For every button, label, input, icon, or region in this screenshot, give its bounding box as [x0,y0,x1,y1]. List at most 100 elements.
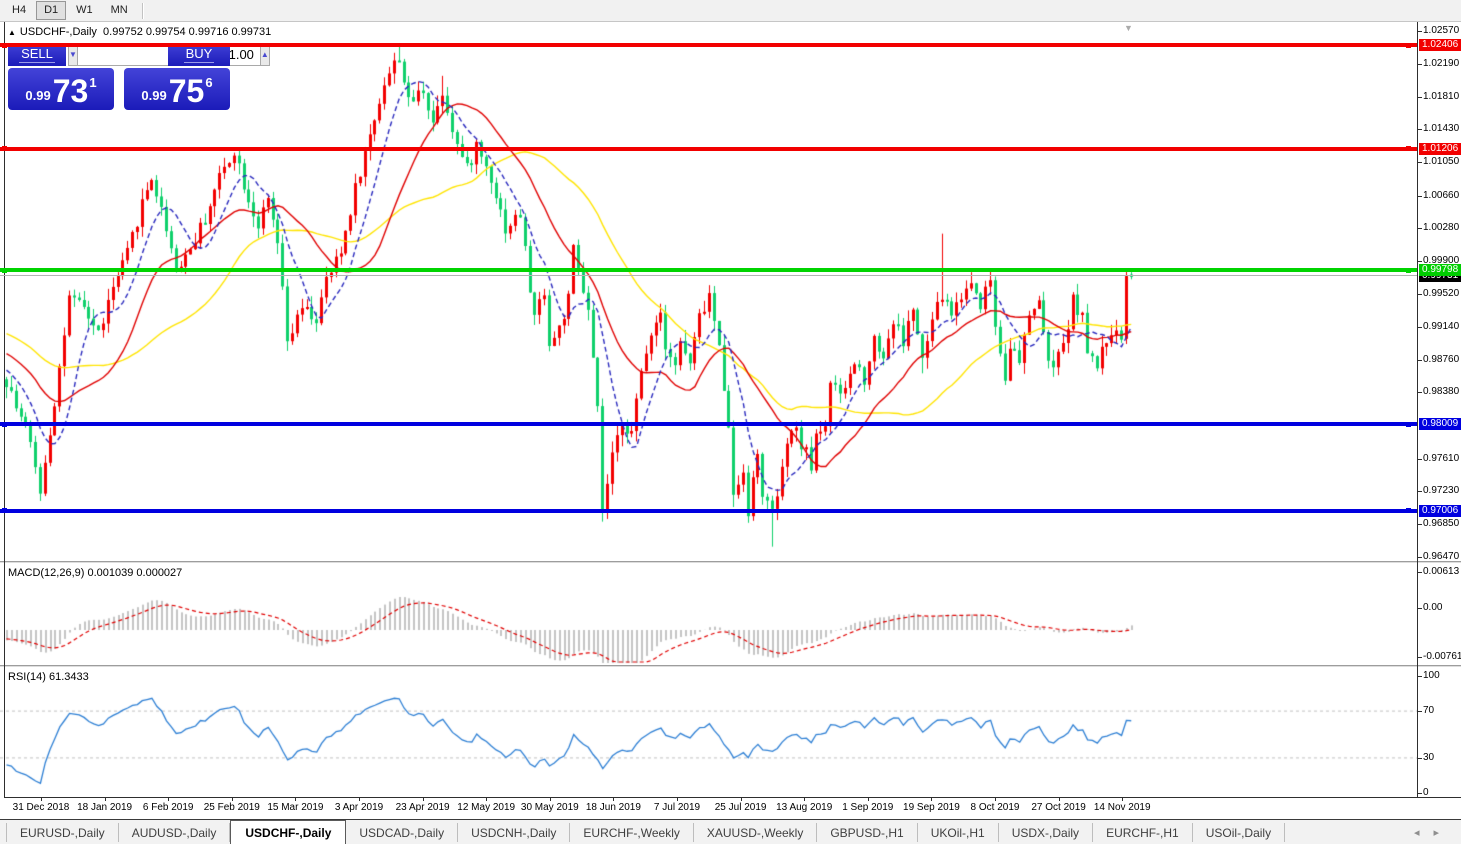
date-axis-label: 18 Jan 2019 [77,802,133,813]
macd-indicator-canvas[interactable] [0,563,1417,665]
hline-support-1[interactable] [0,422,1417,426]
chart-tab-eurchf-h1[interactable]: EURCHF-,H1 [1093,823,1193,842]
macd-axis-label: -0.007612 [1423,651,1461,662]
tab-scroll-left-icon: ◂ [1413,827,1434,839]
price-axis-label: 0.99900 [1423,255,1460,267]
sell-button[interactable]: SELL [8,43,66,66]
price-axis-label: 1.01810 [1423,90,1460,102]
date-axis-label: 18 Jun 2019 [585,802,641,813]
price-axis-label: 0.97230 [1423,485,1460,497]
chart-tab-usdcnh-daily[interactable]: USDCNH-,Daily [458,823,571,842]
chart-tab-eurchf-weekly[interactable]: EURCHF-,Weekly [570,823,694,842]
chart-tab-eurusd-daily[interactable]: EURUSD-,Daily [6,823,119,842]
macd-label: MACD(12,26,9) 0.001039 0.000027 [8,567,183,579]
chart-left-border [4,22,5,798]
hline-resistance-1-handle[interactable] [2,43,7,48]
timeframe-button-h4[interactable]: H4 [12,4,27,16]
timeframe-button-w1[interactable]: W1 [76,4,93,16]
price-badge-0.97006: 0.97006 [1419,505,1461,517]
price-axis-label: 0.99140 [1423,320,1460,332]
date-axis-label: 14 Nov 2019 [1093,802,1151,813]
hline-support-1-handle[interactable] [2,422,7,427]
one-click-trade-panel: SELL ▼ ▲ BUY 0.99 73 1 0.99 75 6 [8,43,270,110]
price-axis-tick [1418,162,1422,164]
hline-resistance-1[interactable] [0,43,1417,47]
sell-price-big: 73 [52,73,89,109]
chart-tab-audusd-daily[interactable]: AUDUSD-,Daily [119,823,231,842]
date-axis-label: 8 Oct 2019 [970,802,1020,813]
rsi-axis-label: 30 [1423,751,1435,763]
toolbar-separator [141,2,143,19]
price-axis-label: 1.02190 [1423,57,1460,69]
price-axis-label: 0.96470 [1423,551,1460,562]
price-axis-label: 1.00660 [1423,189,1460,201]
price-axis-tick [1418,228,1422,230]
price-axis-label: 0.98760 [1423,353,1460,365]
date-axis-label: 1 Sep 2019 [842,802,894,813]
rsi-axis-label: 0 [1423,787,1429,798]
chart-tab-usdcad-daily[interactable]: USDCAD-,Daily [346,823,459,842]
rsi-axis-label: 70 [1423,705,1435,717]
tab-scroll-arrows[interactable]: ◂▸ [1414,826,1453,839]
timeframe-toolbar: H4 D1 W1 MN [0,0,1461,22]
sell-price-button[interactable]: 0.99 73 1 [8,68,114,110]
rsi-label: RSI(14) 61.3433 [8,671,89,683]
price-axis-tick [1418,392,1422,394]
hline-pivot-green-handle[interactable] [1406,268,1411,273]
price-chart-canvas[interactable] [0,22,1417,561]
buy-price-sup: 6 [205,75,213,90]
hline-current-price[interactable] [0,275,1417,276]
chart-shift-marker-icon[interactable]: ▼ [1124,23,1133,33]
chart-tab-usdx-daily[interactable]: USDX-,Daily [999,823,1094,842]
chart-tab-usoil-daily[interactable]: USOil-,Daily [1193,823,1286,842]
hline-support-2-handle[interactable] [1406,508,1411,513]
hline-support-2[interactable] [0,509,1417,513]
price-axis-label: 1.01050 [1423,156,1460,168]
hline-resistance-1-handle[interactable] [1406,43,1411,48]
pane-separator[interactable] [0,665,1461,667]
chart-tab-usdchf-daily[interactable]: USDCHF-,Daily [230,820,347,844]
buy-price-button[interactable]: 0.99 75 6 [124,68,230,110]
rsi-axis-label: 100 [1423,670,1440,681]
tab-scroll-right-icon: ▸ [1433,827,1453,839]
date-axis-label: 25 Jul 2019 [714,802,767,813]
chart-title: ▲ USDCHF-,Daily 0.99752 0.99754 0.99716 0… [8,26,271,38]
price-axis-tick [1418,63,1422,65]
collapse-icon[interactable]: ▲ [8,28,16,37]
date-axis-label: 30 May 2019 [520,802,579,813]
chart-tab-xauusd-weekly[interactable]: XAUUSD-,Weekly [694,823,818,842]
price-axis-tick [1418,557,1422,558]
timeframe-button-d1[interactable]: D1 [36,1,67,20]
price-badge-1.02406: 1.02406 [1419,39,1461,51]
price-axis-tick [1418,491,1422,493]
hline-resistance-2-handle[interactable] [1406,146,1411,151]
hline-support-1-handle[interactable] [1406,422,1411,427]
price-axis-tick [1418,458,1422,460]
pane-separator[interactable] [0,561,1461,563]
date-axis-label: 7 Jul 2019 [653,802,701,813]
date-axis-label: 27 Oct 2019 [1031,802,1086,813]
price-axis-tick [1418,195,1422,197]
price-badge-0.98009: 0.98009 [1419,418,1461,430]
chart-tab-gbpusd-h1[interactable]: GBPUSD-,H1 [817,823,918,842]
buy-button[interactable]: BUY [168,43,230,66]
price-badge-0.99798: 0.99798 [1419,264,1461,276]
chart-tab-ukoil-h1[interactable]: UKOil-,H1 [918,823,999,842]
timeframe-button-mn[interactable]: MN [110,4,128,16]
macd-axis-label: 0.00613 [1423,566,1460,577]
price-axis-tick [1418,31,1422,32]
price-axis-label: 1.02570 [1423,25,1460,36]
hline-support-2-handle[interactable] [2,508,7,513]
hline-resistance-2-handle[interactable] [2,146,7,151]
price-axis-tick [1418,129,1422,131]
hline-resistance-2[interactable] [0,147,1417,151]
price-axis-tick [1418,359,1422,361]
chart-window: 1.02570 1.02190 1.01810 1.01430 1.01050 1.006… [0,22,1461,819]
price-axis-border [1417,22,1418,798]
sell-price-sup: 1 [89,75,97,90]
price-axis-label: 0.97610 [1423,452,1460,464]
rsi-indicator-canvas[interactable] [0,667,1417,797]
hline-pivot-green[interactable] [0,268,1417,272]
hline-pivot-green-handle[interactable] [2,268,7,273]
price-axis-label: 0.99520 [1423,288,1460,299]
